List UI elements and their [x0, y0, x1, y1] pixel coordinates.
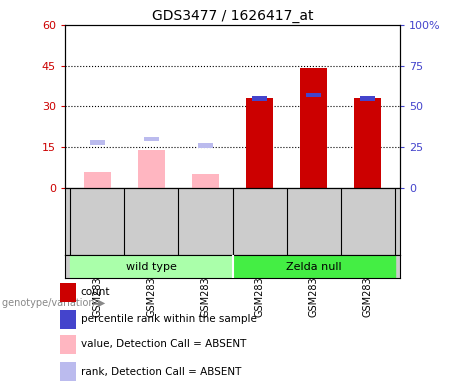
Bar	[300, 68, 327, 188]
Bar	[60, 310, 76, 329]
Bar	[198, 144, 213, 148]
Bar	[306, 93, 321, 97]
Bar	[360, 96, 375, 101]
Bar	[192, 174, 219, 188]
Bar	[84, 172, 111, 188]
Bar	[354, 98, 381, 188]
Bar	[60, 283, 76, 302]
Text: Zelda null: Zelda null	[286, 262, 341, 271]
Text: count: count	[81, 287, 110, 298]
Text: wild type: wild type	[126, 262, 177, 271]
Text: percentile rank within the sample: percentile rank within the sample	[81, 314, 257, 324]
Text: rank, Detection Call = ABSENT: rank, Detection Call = ABSENT	[81, 366, 241, 376]
Title: GDS3477 / 1626417_at: GDS3477 / 1626417_at	[152, 8, 313, 23]
Text: value, Detection Call = ABSENT: value, Detection Call = ABSENT	[81, 339, 246, 349]
Text: genotype/variation ▶: genotype/variation ▶	[2, 298, 106, 308]
Bar	[246, 98, 273, 188]
Bar	[60, 362, 76, 381]
Bar	[252, 96, 267, 101]
Bar	[138, 150, 165, 188]
Bar	[60, 335, 76, 354]
Bar	[144, 137, 159, 141]
Bar	[90, 140, 105, 144]
